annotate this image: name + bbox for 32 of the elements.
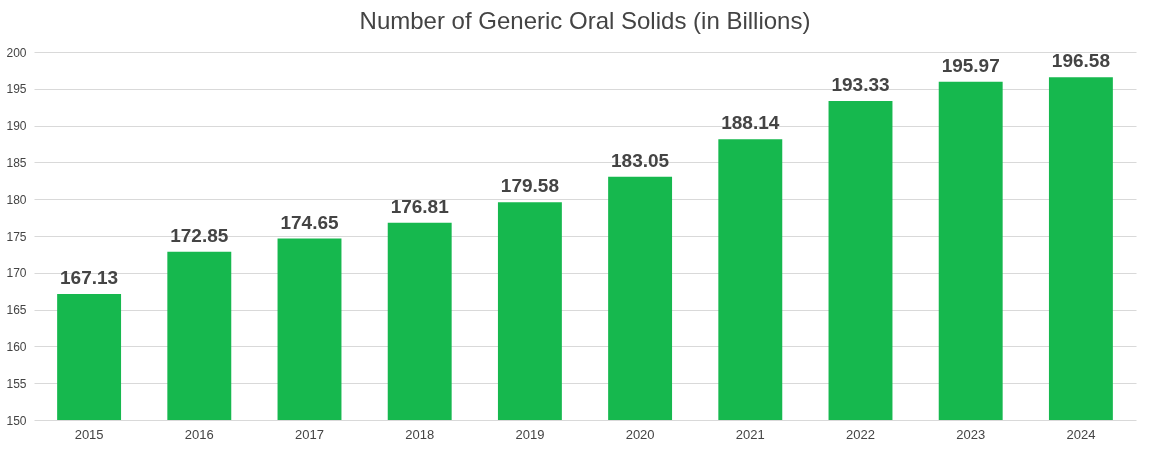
y-tick-label: 160 [6,339,27,354]
y-tick-label: 195 [6,82,27,97]
data-label: 172.85 [170,224,229,246]
x-tick-label: 2022 [846,426,875,442]
y-tick-label: 175 [6,229,27,244]
y-tick-label: 185 [6,155,27,170]
y-tick-label: 165 [6,303,27,318]
y-tick-label: 150 [6,413,27,428]
data-label: 183.05 [611,149,670,171]
x-tick-label: 2016 [184,426,214,442]
data-label: 174.65 [280,211,339,233]
x-tick-label: 2024 [1066,426,1096,442]
x-tick-label: 2023 [956,426,986,442]
x-tick-label: 2021 [735,426,765,442]
x-tick-label: 2020 [625,426,655,442]
chart-title: Number of Generic Oral Solids (in Billions) [359,7,811,34]
y-tick-label: 200 [6,45,27,60]
data-label: 196.58 [1051,50,1110,72]
y-tick-label: 180 [6,192,27,207]
data-label: 167.13 [60,266,119,288]
y-tick-label: 170 [6,266,27,281]
data-label: 193.33 [831,74,890,96]
data-label: 195.97 [941,54,1000,76]
y-tick-label: 155 [6,376,27,391]
x-tick-label: 2017 [295,426,324,442]
data-label: 188.14 [721,112,780,134]
data-label: 179.58 [500,175,559,197]
x-tick-label: 2019 [515,426,545,442]
data-label: 176.81 [390,195,450,217]
y-tick-label: 190 [6,119,27,134]
x-tick-label: 2015 [74,426,104,442]
x-tick-label: 2018 [405,426,435,442]
